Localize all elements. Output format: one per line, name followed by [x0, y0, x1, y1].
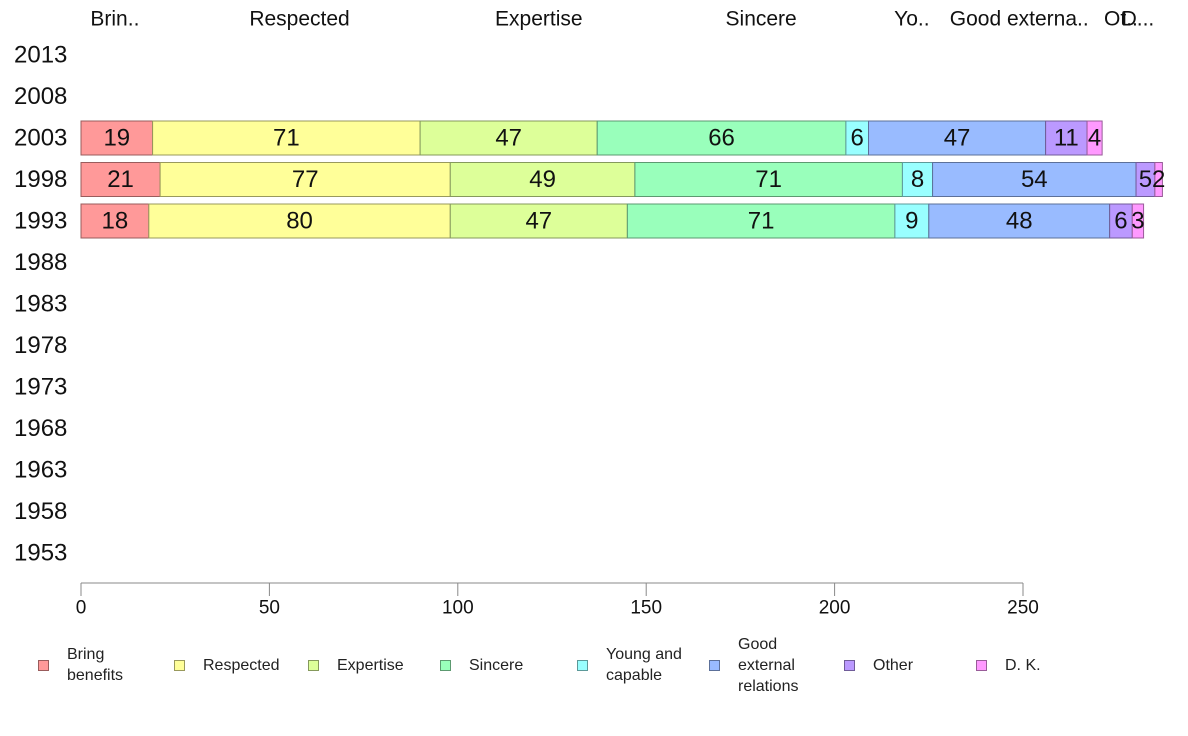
bar-segment-1993-3	[626, 203, 896, 239]
bar-value-label: 71	[748, 208, 775, 235]
bar-segment-1993-7	[1131, 203, 1145, 239]
bar-value-label: 19	[103, 125, 130, 152]
bar-value-label: 3	[1131, 208, 1144, 235]
bar-segment-1998-4	[901, 162, 934, 197]
legend-item: Expertise	[308, 630, 404, 700]
year-label-1963: 1963	[14, 457, 67, 484]
legend-label: Respected	[203, 656, 280, 674]
bar-value-label: 71	[273, 125, 300, 152]
legend-swatch	[38, 659, 49, 671]
bar-value-label: 8	[911, 166, 924, 193]
x-tick-label: 150	[630, 598, 662, 619]
series-header: Ot..	[1104, 8, 1138, 31]
bar-segment-1998-5	[932, 162, 1137, 197]
legend-item: Bring benefits	[38, 630, 123, 700]
legend-item: Sincere	[440, 630, 523, 700]
bar-value-label: 48	[1006, 208, 1033, 235]
bar-segment-2003-1	[152, 120, 421, 156]
year-label-1998: 1998	[14, 166, 67, 193]
series-header: Good externa..	[950, 8, 1089, 31]
legend-label: Sincere	[469, 656, 524, 674]
legend-label: D. K.	[1005, 656, 1041, 674]
legend-label: Young and capable	[606, 646, 682, 684]
legend-swatch	[844, 659, 855, 671]
legend-swatch	[440, 659, 451, 671]
bar-value-label: 18	[102, 208, 129, 235]
bar-segment-2003-7	[1086, 120, 1103, 156]
legend-swatch	[577, 659, 588, 671]
bar-value-label: 66	[708, 125, 735, 152]
year-label-1968: 1968	[14, 415, 67, 442]
series-header: Expertise	[495, 8, 583, 31]
bar-segment-1993-1	[148, 203, 451, 239]
year-label-2008: 2008	[14, 83, 67, 110]
legend-item: Respected	[174, 630, 280, 700]
bar-value-label: 2	[1152, 166, 1165, 193]
x-tick-label: 250	[1007, 598, 1039, 619]
year-label-2003: 2003	[14, 125, 67, 152]
series-header: D...	[1122, 8, 1155, 31]
bar-segment-1993-2	[449, 203, 628, 239]
bar-value-label: 5	[1139, 166, 1152, 193]
bar-value-label: 54	[1021, 166, 1048, 193]
bar-value-label: 71	[755, 166, 782, 193]
bar-value-label: 6	[1114, 208, 1127, 235]
bar-value-label: 80	[286, 208, 313, 235]
legend-swatch	[976, 659, 987, 671]
bar-segment-1998-3	[634, 162, 903, 197]
bar-value-label: 11	[1054, 125, 1079, 152]
bar-segment-1993-0	[80, 203, 150, 239]
bar-segment-1998-1	[159, 162, 451, 197]
bar-value-label: 47	[944, 125, 971, 152]
legend-swatch	[308, 659, 319, 671]
y-axis-year-labels: 2013 2008 2003 1998 1993 1988 1983 1978 1973 1968…	[14, 42, 67, 567]
legend-label: Expertise	[337, 656, 404, 674]
x-tick-label: 200	[819, 598, 851, 619]
series-headers: Brin.. Respected Expertise Sincere Yo.. Good …	[90, 8, 1154, 31]
x-tick-label: 100	[442, 598, 474, 619]
x-tick-label: 0	[76, 598, 87, 619]
year-label-1953: 1953	[14, 540, 67, 567]
series-header: Yo..	[894, 8, 929, 31]
bar-segment-2003-5	[868, 120, 1047, 156]
series-header: Brin..	[90, 8, 139, 31]
bar-value-label: 77	[292, 166, 319, 193]
bar-segment-1993-4	[894, 203, 930, 239]
year-label-1983: 1983	[14, 291, 67, 318]
bar-value-label: 49	[529, 166, 556, 193]
year-label-1988: 1988	[14, 249, 67, 276]
legend-swatch	[174, 659, 185, 671]
legend-item: Young and capable	[577, 630, 682, 700]
bar-segments: 19 71 47 66 6 47 11 421 77 49 71 8 54 5 218 80 47 71 9 48 6 3	[80, 120, 1165, 239]
year-label-2013: 2013	[14, 42, 67, 69]
legend-swatch	[709, 659, 720, 671]
year-label-1993: 1993	[14, 208, 67, 235]
bar-value-label: 9	[905, 208, 918, 235]
bar-segment-1993-5	[928, 203, 1111, 239]
bar-value-label: 47	[525, 208, 552, 235]
legend: Bring benefits Respected Expertise Sincere Y…	[38, 630, 1158, 700]
x-axis: 0 50 100 150 200 250	[76, 582, 1039, 619]
bar-value-label: 6	[851, 125, 864, 152]
legend-label: Good external relations	[738, 635, 799, 695]
legend-label: Other	[873, 656, 914, 674]
series-header: Sincere	[726, 8, 797, 31]
bar-value-label: 4	[1088, 125, 1101, 152]
year-label-1973: 1973	[14, 374, 67, 401]
bar-value-label: 21	[107, 166, 134, 193]
bar-value-label: 47	[495, 125, 522, 152]
year-label-1958: 1958	[14, 498, 67, 525]
bar-segment-1998-7	[1154, 162, 1163, 197]
series-header: Respected	[249, 8, 349, 31]
legend-item: Good external relations	[709, 630, 798, 700]
year-label-1978: 1978	[14, 332, 67, 359]
legend-label: Bring benefits	[67, 646, 124, 684]
bar-segment-2003-6	[1045, 120, 1088, 156]
x-tick-label: 50	[259, 598, 280, 619]
bar-segment-1998-0	[80, 162, 161, 197]
legend-item: D. K.	[976, 630, 1041, 700]
legend-item: Other	[844, 630, 913, 700]
